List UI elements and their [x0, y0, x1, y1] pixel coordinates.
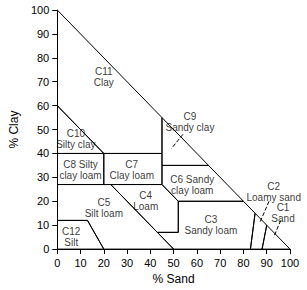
svg-text:Sandy loam: Sandy loam [184, 225, 237, 236]
svg-text:Silt loam: Silt loam [85, 208, 123, 219]
svg-text:20: 20 [37, 195, 49, 207]
svg-text:90: 90 [261, 257, 273, 269]
svg-text:Sand: Sand [271, 213, 294, 224]
svg-text:Clay loam: Clay loam [109, 170, 153, 181]
svg-text:10: 10 [74, 257, 86, 269]
svg-text:Clay: Clay [94, 77, 114, 88]
svg-text:40: 40 [37, 147, 49, 159]
svg-text:Silt: Silt [64, 237, 78, 248]
svg-text:50: 50 [37, 124, 49, 136]
svg-text:C10: C10 [67, 128, 86, 139]
svg-text:Silty clay: Silty clay [56, 139, 95, 150]
svg-text:40: 40 [144, 257, 156, 269]
svg-text:Loamy sand: Loamy sand [246, 192, 300, 203]
svg-text:Loam: Loam [133, 201, 158, 212]
svg-text:100: 100 [31, 4, 49, 16]
svg-text:50: 50 [168, 257, 180, 269]
svg-text:C5: C5 [97, 197, 110, 208]
svg-text:clay loam: clay loam [59, 170, 101, 181]
svg-text:0: 0 [54, 257, 60, 269]
svg-text:C12: C12 [62, 226, 81, 237]
svg-text:80: 80 [237, 257, 249, 269]
svg-text:30: 30 [121, 257, 133, 269]
svg-text:C11: C11 [95, 66, 113, 77]
svg-text:% Clay: % Clay [7, 111, 21, 149]
svg-text:100: 100 [281, 257, 299, 269]
svg-text:C1: C1 [277, 202, 290, 213]
svg-text:C4: C4 [139, 190, 152, 201]
svg-text:80: 80 [37, 52, 49, 64]
svg-text:C7: C7 [125, 159, 138, 170]
svg-text:% Sand: % Sand [153, 272, 195, 286]
svg-text:C6 Sandy: C6 Sandy [170, 174, 214, 185]
svg-text:0: 0 [43, 243, 49, 255]
svg-text:Sandy clay: Sandy clay [165, 122, 214, 133]
svg-text:60: 60 [37, 100, 49, 112]
svg-text:90: 90 [37, 28, 49, 40]
svg-text:30: 30 [37, 171, 49, 183]
svg-text:70: 70 [37, 76, 49, 88]
svg-text:60: 60 [191, 257, 203, 269]
svg-text:20: 20 [98, 257, 110, 269]
svg-text:10: 10 [37, 219, 49, 231]
svg-text:C8 Silty: C8 Silty [63, 159, 97, 170]
svg-text:clay loam: clay loam [171, 185, 213, 196]
svg-text:C2: C2 [267, 181, 280, 192]
svg-text:70: 70 [214, 257, 226, 269]
svg-text:C3: C3 [204, 214, 217, 225]
svg-text:C9: C9 [184, 111, 197, 122]
